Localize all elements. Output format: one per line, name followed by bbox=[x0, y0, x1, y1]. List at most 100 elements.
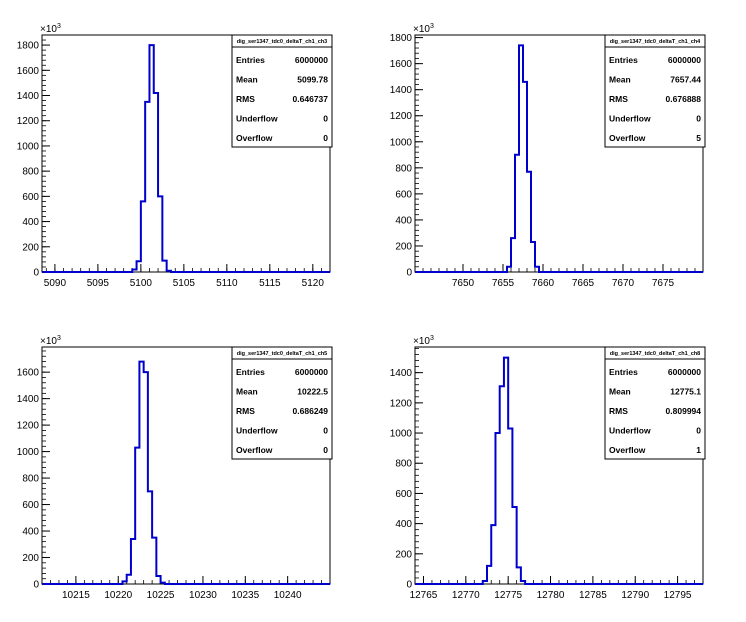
y-tick-label: 400 bbox=[395, 215, 412, 226]
stats-label: Entries bbox=[236, 55, 265, 65]
stats-label: Underflow bbox=[236, 114, 278, 124]
histogram-bin bbox=[500, 386, 504, 584]
histogram-bin bbox=[148, 491, 152, 584]
y-tick-label: 1800 bbox=[17, 41, 40, 52]
y-tick-label: 400 bbox=[22, 217, 39, 228]
y-tick-label: 200 bbox=[395, 241, 412, 252]
histogram-bin bbox=[504, 358, 508, 584]
x-tick-label: 12785 bbox=[579, 590, 607, 601]
histogram-bin bbox=[508, 429, 512, 584]
histogram-bin bbox=[145, 102, 149, 272]
y-tick-label: 600 bbox=[22, 192, 39, 203]
histogram-bin bbox=[167, 271, 171, 272]
histogram-bin bbox=[521, 581, 525, 584]
histogram-bin bbox=[512, 507, 516, 584]
y-tick-label: 1000 bbox=[390, 429, 413, 440]
stats-value: 0.646737 bbox=[293, 94, 329, 104]
y-tick-label: 1800 bbox=[390, 33, 413, 44]
stats-box-title: dig_ser1347_tdc0_deltaT_ch1_ch5 bbox=[237, 351, 328, 357]
histogram-bin bbox=[139, 362, 143, 584]
y-tick-label: 1000 bbox=[17, 447, 40, 458]
stats-value: 6000000 bbox=[668, 55, 701, 65]
y-exponent-label: ×103 bbox=[413, 23, 434, 35]
stats-value: 0 bbox=[696, 114, 701, 124]
x-tick-label: 7660 bbox=[532, 278, 555, 289]
x-tick-label: 10215 bbox=[62, 590, 90, 601]
y-tick-label: 1200 bbox=[390, 111, 413, 122]
histogram-bin bbox=[149, 45, 153, 272]
x-tick-label: 10240 bbox=[274, 590, 302, 601]
stats-box bbox=[231, 346, 333, 460]
stats-value: 10222.5 bbox=[297, 387, 328, 397]
stats-label: Overflow bbox=[236, 133, 273, 143]
x-tick-label: 5120 bbox=[302, 278, 325, 289]
histogram-panel-4: 0 200 400 600 800 1000 1200 1400 12765 12770 12775… bbox=[390, 335, 706, 601]
x-tick-label: 7655 bbox=[492, 278, 515, 289]
stats-value: 0.676888 bbox=[666, 94, 702, 104]
stats-value: 6000000 bbox=[668, 367, 701, 377]
histogram-panel-3: 0 200 400 600 800 1000 1200 1400 1600 10215 10220 1… bbox=[17, 335, 333, 601]
x-tick-label: 12775 bbox=[494, 590, 522, 601]
stats-value: 5099.78 bbox=[297, 75, 328, 85]
y-tick-label: 1600 bbox=[17, 66, 40, 77]
histogram-bin bbox=[131, 539, 135, 584]
stats-value: 6000000 bbox=[295, 367, 328, 377]
y-tick-label: 800 bbox=[395, 459, 412, 470]
stats-label: RMS bbox=[609, 94, 628, 104]
histogram-series-line bbox=[415, 44, 703, 273]
stats-label: Underflow bbox=[236, 426, 278, 436]
stats-label: Underflow bbox=[609, 426, 651, 436]
y-tick-label: 800 bbox=[22, 167, 39, 178]
stats-label: Entries bbox=[609, 367, 638, 377]
histogram-series-line bbox=[415, 356, 703, 585]
stats-box-title: dig_ser1347_tdc0_deltaT_ch1_ch8 bbox=[610, 351, 701, 357]
histogram-bin bbox=[132, 269, 136, 272]
histogram-bin bbox=[491, 525, 495, 584]
histogram-series-line bbox=[42, 360, 330, 585]
y-tick-label: 200 bbox=[395, 549, 412, 560]
y-tick-label: 1600 bbox=[390, 59, 413, 70]
y-tick-label: 600 bbox=[395, 489, 412, 500]
x-tick-label: 10220 bbox=[104, 590, 132, 601]
histogram-bin bbox=[523, 82, 527, 272]
x-tick-label: 5095 bbox=[87, 278, 110, 289]
y-exponent-label: ×103 bbox=[40, 335, 61, 347]
stats-value: 6000000 bbox=[295, 55, 328, 65]
y-tick-label: 0 bbox=[406, 268, 412, 279]
stats-label: Overflow bbox=[609, 133, 646, 143]
histogram-series-line bbox=[42, 44, 330, 273]
x-tick-label: 5105 bbox=[173, 278, 196, 289]
x-tick-label: 10225 bbox=[147, 590, 175, 601]
histogram-bin bbox=[531, 242, 535, 272]
x-tick-label: 12780 bbox=[537, 590, 565, 601]
x-tick-label: 7650 bbox=[452, 278, 475, 289]
histogram-bin bbox=[158, 196, 162, 272]
stats-box-title: dig_ser1347_tdc0_deltaT_ch1_ch4 bbox=[610, 39, 701, 45]
histogram-bin bbox=[515, 155, 519, 272]
histogram-bin bbox=[154, 93, 158, 272]
y-tick-label: 1400 bbox=[390, 368, 413, 379]
x-tick-label: 5090 bbox=[44, 278, 67, 289]
x-tick-label: 12765 bbox=[410, 590, 438, 601]
y-tick-label: 1200 bbox=[17, 116, 40, 127]
x-tick-label: 5100 bbox=[130, 278, 153, 289]
stats-value: 12775.1 bbox=[670, 387, 701, 397]
stats-value: 0.686249 bbox=[293, 406, 329, 416]
stats-label: RMS bbox=[236, 94, 255, 104]
stats-value: 0 bbox=[323, 114, 328, 124]
histogram-bin bbox=[527, 172, 531, 272]
x-tick-label: 12795 bbox=[664, 590, 692, 601]
stats-label: Mean bbox=[236, 387, 258, 397]
histogram-bin bbox=[517, 567, 521, 584]
histogram-panel-1: 0 200 400 600 800 1000 1200 1400 1600 1800 5090 509… bbox=[17, 23, 333, 289]
stats-label: Entries bbox=[236, 367, 265, 377]
x-tick-label: 12790 bbox=[621, 590, 649, 601]
stats-label: Mean bbox=[236, 75, 258, 85]
stats-value: 7657.44 bbox=[670, 75, 701, 85]
histogram-bin bbox=[144, 372, 148, 584]
stats-label: RMS bbox=[236, 406, 255, 416]
histogram-bin bbox=[161, 583, 165, 584]
stats-label: Entries bbox=[609, 55, 638, 65]
y-tick-label: 200 bbox=[22, 242, 39, 253]
histogram-bin bbox=[122, 581, 126, 584]
